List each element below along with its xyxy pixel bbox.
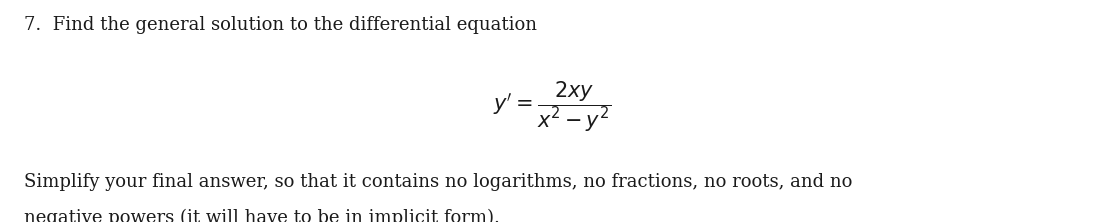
Text: $y' = \dfrac{2xy}{x^2 - y^2}$: $y' = \dfrac{2xy}{x^2 - y^2}$ bbox=[492, 79, 612, 134]
Text: negative powers (it will have to be in implicit form).: negative powers (it will have to be in i… bbox=[24, 209, 500, 222]
Text: Simplify your final answer, so that it contains no logarithms, no fractions, no : Simplify your final answer, so that it c… bbox=[24, 173, 852, 191]
Text: 7.  Find the general solution to the differential equation: 7. Find the general solution to the diff… bbox=[24, 16, 538, 34]
